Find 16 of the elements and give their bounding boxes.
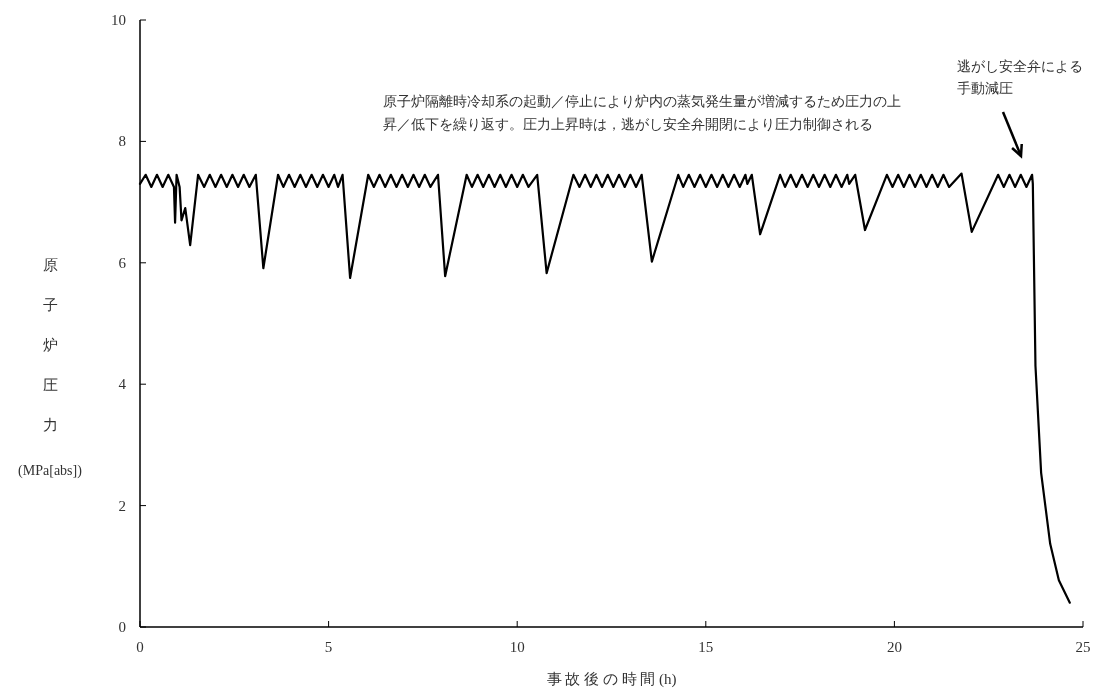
x-tick-label: 15 — [698, 639, 714, 655]
x-tick-label: 0 — [136, 639, 144, 655]
x-tick-label: 10 — [509, 639, 525, 655]
annotation: 原子炉隔離時冷却系の起動／停止により炉内の蒸気発生量が増減するため圧力の上昇／低下を繰り返す。圧力上昇時は，逃がし安全弁開閉により圧力制御される — [383, 93, 901, 132]
x-tick-label: 5 — [324, 639, 333, 655]
y-tick-label: 6 — [118, 254, 127, 271]
y-tick-label: 4 — [118, 376, 127, 393]
y-tick-label: 8 — [118, 133, 126, 150]
y-tick-label: 0 — [118, 619, 126, 635]
y-tick-label: 2 — [118, 497, 126, 514]
x-axis-title: 事 故 後 の 時 間 (h) — [546, 671, 677, 688]
annotation: 逃がし安全弁による手動減圧 — [957, 59, 1083, 96]
x-tick-label: 25 — [1075, 639, 1091, 655]
y-tick-label: 10 — [111, 12, 126, 28]
text: 原子炉圧力(MPa[abs]) — [18, 257, 82, 478]
x-tick-label: 20 — [886, 639, 902, 655]
